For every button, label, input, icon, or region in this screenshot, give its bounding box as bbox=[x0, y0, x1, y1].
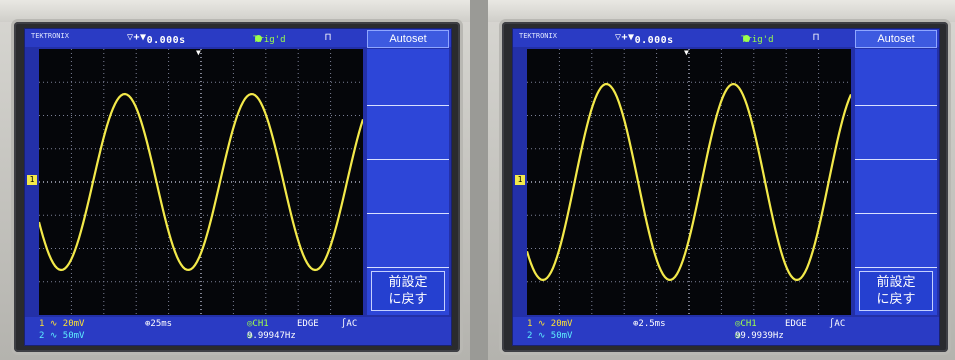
right-trigger-source: ◎ CH1 bbox=[735, 319, 757, 329]
right-waveform-svg bbox=[527, 49, 851, 315]
left-oscilloscope-photo: TEKTRONIX ▽+▼ 0.000s Trig'd ⊓ Autoset 1 … bbox=[0, 0, 470, 360]
trigger-led-icon bbox=[255, 35, 262, 42]
right-pulse-icon: ⊓ bbox=[813, 32, 820, 43]
menu-separator bbox=[855, 267, 937, 268]
right-screen: TEKTRONIX ▽+▼ 0.000s Trig'd ⊓ Autoset 1 … bbox=[512, 28, 940, 346]
right-trigger-pos-marker: ▼ bbox=[684, 48, 689, 57]
right-reset-defaults-button[interactable]: 前設定 に戻す bbox=[859, 271, 933, 311]
menu-separator bbox=[855, 159, 937, 160]
left-trigger-source: ◎ CH1 bbox=[247, 319, 269, 329]
left-graticule bbox=[39, 49, 363, 315]
left-waveform-grid bbox=[39, 49, 363, 315]
right-top-bar: TEKTRONIX ▽+▼ 0.000s Trig'd ⊓ bbox=[513, 29, 939, 47]
reset-label-line1: 前設定 bbox=[388, 275, 428, 290]
right-time-offset: ▽+▼ 0.000s bbox=[615, 32, 674, 46]
right-status-brand: TEKTRONIX bbox=[519, 32, 557, 40]
right-autoset-button[interactable]: Autoset bbox=[855, 30, 937, 48]
right-trigger-type: EDGE bbox=[785, 319, 807, 329]
left-status-bar: 1 ∿ 20mV 2 ∿ 50mV ⊕ 25ms ◎ CH1 EDGE ∫AC ◎… bbox=[25, 317, 451, 345]
left-reset-defaults-button[interactable]: 前設定 に戻す bbox=[371, 271, 445, 311]
left-coupling: ∫AC bbox=[341, 319, 358, 329]
menu-separator bbox=[367, 267, 449, 268]
left-trigger-pos-marker: ▼ bbox=[196, 48, 201, 57]
right-oscilloscope-photo: TEKTRONIX ▽+▼ 0.000s Trig'd ⊓ Autoset 1 … bbox=[488, 0, 955, 360]
reset-label-line2: に戻す bbox=[388, 292, 428, 307]
left-ch2-scale: 2 ∿ 50mV bbox=[39, 331, 85, 341]
left-softkey-menu: 前設定 に戻す bbox=[367, 49, 449, 315]
right-graticule bbox=[527, 49, 851, 315]
right-ch1-marker: 1 bbox=[515, 175, 525, 185]
left-ch1-marker: 1 bbox=[27, 175, 37, 185]
left-ch1-scale: 1 ∿ 20mV bbox=[39, 319, 85, 329]
right-timebase: ⊕ 2.5ms bbox=[633, 319, 666, 329]
left-timebase: ⊕ 25ms bbox=[145, 319, 173, 329]
menu-separator bbox=[367, 105, 449, 106]
menu-separator bbox=[367, 213, 449, 214]
trigger-led-icon bbox=[743, 35, 750, 42]
left-status-brand: TEKTRONIX bbox=[31, 32, 69, 40]
left-top-bar: TEKTRONIX ▽+▼ 0.000s Trig'd ⊓ bbox=[25, 29, 451, 47]
right-waveform-grid bbox=[527, 49, 851, 315]
left-autoset-button[interactable]: Autoset bbox=[367, 30, 449, 48]
reset-label-line2: に戻す bbox=[876, 292, 916, 307]
right-ch1-sine-trace bbox=[527, 82, 851, 282]
reset-label-line1: 前設定 bbox=[876, 275, 916, 290]
right-ch1-scale: 1 ∿ 20mV bbox=[527, 319, 573, 329]
left-screen: TEKTRONIX ▽+▼ 0.000s Trig'd ⊓ Autoset 1 … bbox=[24, 28, 452, 346]
left-trigger-type: EDGE bbox=[297, 319, 319, 329]
left-time-offset: ▽+▼ 0.000s bbox=[127, 32, 186, 46]
menu-separator bbox=[367, 159, 449, 160]
left-pulse-icon: ⊓ bbox=[325, 32, 332, 43]
right-status-bar: 1 ∿ 20mV 2 ∿ 50mV ⊕ 2.5ms ◎ CH1 EDGE ∫AC … bbox=[513, 317, 939, 345]
right-softkey-menu: 前設定 に戻す bbox=[855, 49, 937, 315]
left-ch1-sine-trace bbox=[39, 92, 363, 272]
menu-separator bbox=[855, 213, 937, 214]
right-ch2-scale: 2 ∿ 50mV bbox=[527, 331, 573, 341]
menu-separator bbox=[855, 105, 937, 106]
left-waveform-svg bbox=[39, 49, 363, 315]
right-coupling: ∫AC bbox=[829, 319, 846, 329]
